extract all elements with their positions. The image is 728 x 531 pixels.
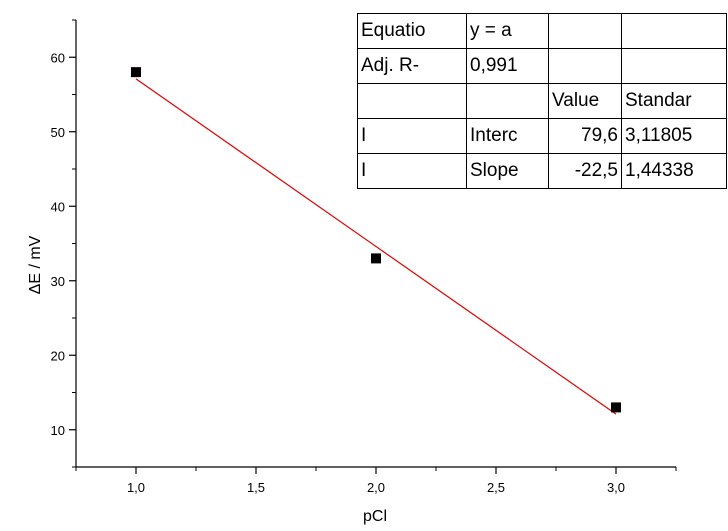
- fit-table-cell: [357, 83, 467, 119]
- y-axis-title: ΔE / mV: [27, 235, 44, 294]
- data-point: [131, 67, 141, 78]
- fit-table-cell: 79,6: [548, 118, 622, 154]
- fit-table-cell: Adj. R-: [357, 48, 467, 84]
- fit-table-cell: Equatio: [357, 13, 467, 49]
- y-tick-label: 50: [51, 125, 65, 140]
- fit-table-row: Adj. R- 0,991: [357, 48, 727, 84]
- fit-table-cell: [621, 13, 727, 49]
- fit-table-cell: Value: [548, 83, 622, 119]
- y-tick-label: 60: [51, 50, 65, 65]
- fit-table-cell: [621, 48, 727, 84]
- fit-table-cell: -22,5: [548, 153, 622, 189]
- fit-table-cell: [548, 48, 622, 84]
- fit-table-cell: 0,991: [466, 48, 549, 84]
- fit-table-cell: Slope: [466, 153, 549, 189]
- fit-table-row: Equatio y = a: [357, 13, 727, 49]
- fit-results-table: Equatio y = a Adj. R- 0,991 Value Standar I Int…: [357, 13, 727, 189]
- fit-table-row: I Interc 79,6 3,11805: [357, 118, 727, 154]
- fit-table-cell: [548, 13, 622, 49]
- fit-line-group: [135, 78, 617, 415]
- y-tick-label: 30: [51, 274, 65, 289]
- x-tick-label: 2,0: [367, 480, 385, 495]
- fit-table-cell: 3,11805: [621, 118, 727, 154]
- fit-table-cell: [466, 83, 549, 119]
- fit-table-cell: Standar: [621, 83, 727, 119]
- fit-table-cell: Interc: [466, 118, 549, 154]
- x-axis-title: pCl: [363, 508, 387, 525]
- x-tick-label: 1,5: [247, 480, 265, 495]
- y-tick-label: 40: [51, 199, 65, 214]
- fit-table-cell: 1,44338: [621, 153, 727, 189]
- fit-table-cell: I: [357, 118, 467, 154]
- axes: 1,0 1,5 2,0 2,5 3,0 10 20 30 40 50 60: [51, 19, 677, 495]
- fit-table-cell: I: [357, 153, 467, 189]
- data-point: [371, 253, 381, 264]
- data-points: [131, 67, 621, 413]
- x-tick-label: 3,0: [607, 480, 625, 495]
- x-tick-label: 1,0: [127, 480, 145, 495]
- data-point: [611, 402, 621, 413]
- fit-table-cell: y = a: [466, 13, 549, 49]
- x-tick-label: 2,5: [487, 480, 505, 495]
- y-tick-label: 20: [51, 348, 65, 363]
- fit-table-row: Value Standar: [357, 83, 727, 119]
- y-tick-label: 10: [51, 423, 65, 438]
- fit-table-row: I Slope -22,5 1,44338: [357, 153, 727, 189]
- linear-fit-line: [135, 78, 617, 415]
